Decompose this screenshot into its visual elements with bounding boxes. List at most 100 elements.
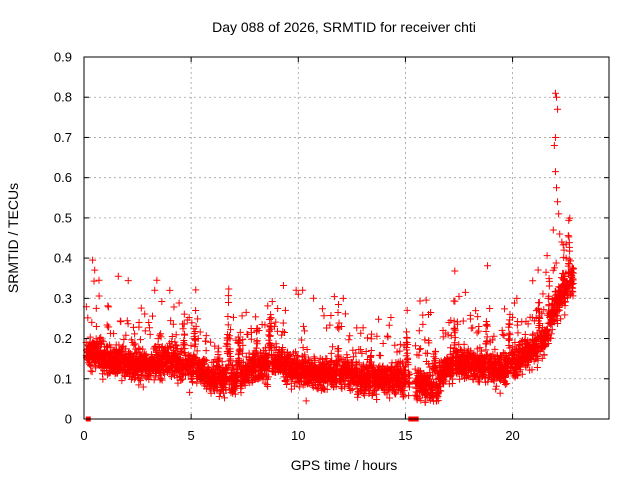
data-point <box>279 328 287 336</box>
data-point <box>447 344 455 352</box>
data-point <box>490 332 498 340</box>
data-point <box>301 351 309 359</box>
data-point <box>151 286 159 294</box>
data-point <box>207 338 215 346</box>
data-point <box>357 345 365 353</box>
data-point <box>411 365 419 373</box>
data-point <box>453 347 461 355</box>
data-point <box>354 393 362 401</box>
data-point <box>239 358 247 366</box>
data-point <box>266 315 274 323</box>
data-point <box>555 210 563 218</box>
data-point <box>451 267 459 275</box>
data-point <box>419 320 427 328</box>
data-point <box>135 381 143 389</box>
data-point <box>417 345 425 353</box>
data-point <box>511 338 519 346</box>
data-point <box>202 347 210 355</box>
data-point <box>180 310 188 318</box>
data-point <box>475 323 483 331</box>
data-point <box>348 386 356 394</box>
data-point <box>299 322 307 330</box>
data-point <box>255 327 263 335</box>
data-point <box>104 303 112 311</box>
data-point <box>170 303 178 311</box>
data-point <box>353 324 361 332</box>
data-point <box>202 356 210 364</box>
data-point <box>247 335 255 343</box>
data-point <box>386 394 394 402</box>
data-point <box>529 330 537 338</box>
data-point <box>287 385 295 393</box>
data-point <box>533 363 541 371</box>
data-point <box>373 332 381 340</box>
data-point <box>270 322 278 330</box>
data-point <box>156 331 164 339</box>
data-point <box>424 360 432 368</box>
data-point <box>136 336 144 344</box>
data-point <box>550 141 558 149</box>
data-point <box>95 292 103 300</box>
data-point <box>396 347 404 355</box>
data-point <box>236 328 244 336</box>
data-point <box>400 387 408 395</box>
data-point <box>376 352 384 360</box>
data-point <box>302 397 310 405</box>
data-point <box>335 345 343 353</box>
data-point <box>141 327 149 335</box>
data-point <box>158 376 166 384</box>
data-point <box>225 298 233 306</box>
data-point <box>545 292 553 300</box>
data-point <box>252 344 260 352</box>
data-point <box>318 305 326 313</box>
data-point <box>118 377 126 385</box>
data-point <box>434 397 442 405</box>
data-point <box>147 372 155 380</box>
data-point <box>280 328 288 336</box>
data-point <box>301 327 309 335</box>
data-point <box>524 320 532 328</box>
data-point <box>124 277 132 285</box>
data-point <box>84 314 92 322</box>
data-point <box>460 340 468 348</box>
data-point <box>193 347 201 355</box>
data-point <box>320 312 328 320</box>
data-point <box>215 344 223 352</box>
data-point <box>201 355 209 363</box>
data-point <box>328 356 336 364</box>
data-point <box>444 355 452 363</box>
data-point <box>496 389 504 397</box>
data-point <box>189 378 197 386</box>
data-point <box>404 341 412 349</box>
data-point <box>421 398 429 406</box>
data-point <box>514 329 522 337</box>
data-point <box>545 277 553 285</box>
data-point <box>432 355 440 363</box>
data-point <box>506 344 514 352</box>
y-tick-label: 0.8 <box>54 90 72 105</box>
x-axis-label: GPS time / hours <box>291 457 398 473</box>
data-point <box>181 345 189 353</box>
data-point <box>535 299 543 307</box>
data-point <box>88 368 96 376</box>
data-point <box>264 382 272 390</box>
data-point <box>268 298 276 306</box>
data-point <box>175 299 183 307</box>
data-point <box>153 276 161 284</box>
data-point <box>139 345 147 353</box>
data-point <box>544 339 552 347</box>
data-point <box>429 371 437 379</box>
data-point <box>466 315 474 323</box>
data-point <box>238 312 246 320</box>
data-point <box>192 322 200 330</box>
y-tick-label: 0.6 <box>54 170 72 185</box>
data-point <box>114 272 122 280</box>
data-point <box>476 378 484 386</box>
data-point <box>561 311 569 319</box>
data-point <box>224 321 232 329</box>
data-point <box>179 375 187 383</box>
data-point <box>385 321 393 329</box>
y-tick-label: 0.5 <box>54 210 72 225</box>
y-axis-label: SRMTID / TECUs <box>5 183 21 293</box>
